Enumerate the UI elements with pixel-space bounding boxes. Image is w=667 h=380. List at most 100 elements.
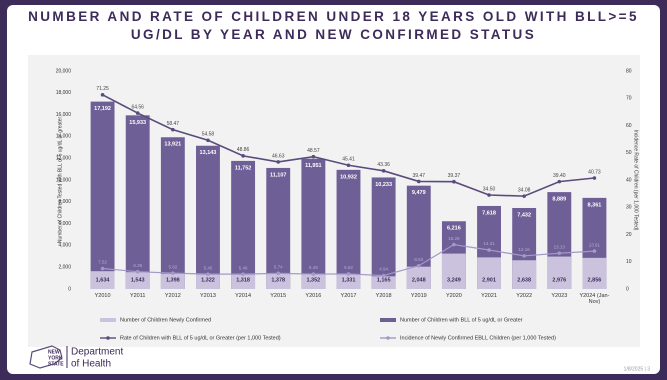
data-label: 9,479 <box>412 190 426 196</box>
x-tick-label: Y2010 <box>94 293 111 299</box>
marker <box>206 138 210 143</box>
y2-tick-label: 10 <box>626 259 632 265</box>
logo-text: Department <box>71 347 123 358</box>
data-label: 48.57 <box>307 148 320 154</box>
data-label: 8.53 <box>414 257 423 262</box>
bar <box>90 101 115 289</box>
marker <box>241 154 245 158</box>
y2-tick-label: 50 <box>626 150 632 156</box>
data-label: 11,752 <box>235 165 252 171</box>
bar <box>160 273 185 289</box>
chart-title: NUMBER AND RATE OF CHILDREN UNDER 18 YEA… <box>28 9 639 42</box>
data-label: 5.74 <box>274 265 283 270</box>
bar <box>266 273 291 289</box>
legend-swatch <box>386 336 390 340</box>
bar <box>441 253 466 289</box>
marker <box>135 111 140 115</box>
bar <box>336 169 361 289</box>
marker <box>100 266 105 271</box>
bar <box>231 160 256 289</box>
data-label: 5.52 <box>344 265 353 270</box>
marker <box>346 272 351 276</box>
marker <box>522 194 526 198</box>
logo-text: NEW <box>48 349 60 355</box>
bar <box>406 185 431 289</box>
data-label: 1,398 <box>166 277 180 283</box>
bar <box>406 266 431 289</box>
data-label: 11,107 <box>270 172 287 178</box>
data-label: 43.36 <box>377 162 390 168</box>
x-tick-label: Y2020 <box>445 293 462 299</box>
data-label: 2,976 <box>552 277 566 283</box>
bar <box>266 167 291 289</box>
logo-text: of Health <box>71 359 111 370</box>
bar <box>512 260 537 289</box>
data-label: 40.73 <box>588 169 601 175</box>
marker <box>171 271 175 275</box>
logo-shape <box>29 345 63 369</box>
bar <box>371 276 396 289</box>
data-label: 7,618 <box>482 210 496 216</box>
marker <box>487 193 491 197</box>
data-label: 1,322 <box>201 277 215 283</box>
marker <box>557 251 562 256</box>
y-tick-label: 10,000 <box>56 177 72 183</box>
y2-tick-label: 30 <box>626 205 632 211</box>
data-label: 8,889 <box>552 197 566 203</box>
data-label: 58.47 <box>167 121 180 127</box>
marker <box>452 242 456 247</box>
data-label: 10,233 <box>375 182 392 188</box>
bar <box>125 272 150 289</box>
bar <box>547 256 572 289</box>
data-label: 13,143 <box>200 150 217 156</box>
data-label: 39.37 <box>448 173 461 179</box>
logo-text: STATE <box>48 361 64 367</box>
legend-swatch <box>380 318 396 322</box>
x-tick-label: Y2021 <box>481 293 497 299</box>
data-label: 2,638 <box>517 277 531 283</box>
marker <box>241 272 245 276</box>
data-label: 34.08 <box>518 187 531 193</box>
bar <box>582 257 607 289</box>
data-label: 17,192 <box>94 106 111 112</box>
legend-label: Rate of Children with BLL of 5 ug/dL or … <box>120 335 281 341</box>
data-label: 6,216 <box>447 226 461 232</box>
y2-tick-label: 70 <box>626 96 632 102</box>
legend-label: Number of Children Newly Confirmed <box>120 317 211 323</box>
data-label: 1,331 <box>342 277 356 283</box>
x-tick-label: Y2011 <box>129 293 146 299</box>
data-label: 1,352 <box>306 277 320 283</box>
y-tick-label: 2,000 <box>58 265 71 271</box>
y2-tick-label: 0 <box>626 286 629 292</box>
data-label: 1,378 <box>271 277 285 283</box>
x-tick-label: Y2012 <box>164 293 181 299</box>
data-label: 64.56 <box>131 104 144 110</box>
data-label: 13.91 <box>589 242 601 247</box>
bar <box>371 177 396 289</box>
data-label: 10,932 <box>340 174 357 180</box>
data-label: 54.58 <box>202 132 215 138</box>
x-tick-label: Y2015 <box>270 293 287 299</box>
bar <box>301 274 326 289</box>
y2-tick-label: 60 <box>626 123 632 129</box>
marker <box>100 93 105 97</box>
y2-axis-title: Incidence Rate of Children (per 1,000 Te… <box>633 130 639 231</box>
marker <box>276 160 281 164</box>
legend-swatch <box>100 318 116 322</box>
data-label: 15,933 <box>129 120 146 126</box>
marker <box>487 248 491 252</box>
data-label: 1,318 <box>236 277 250 283</box>
y-tick-label: 18,000 <box>56 90 72 96</box>
data-label: 7.52 <box>98 260 107 265</box>
marker <box>381 273 386 278</box>
y-tick-label: 8,000 <box>58 199 71 205</box>
logo-text: YORK <box>48 355 63 361</box>
bar <box>196 145 220 289</box>
data-label: 39.47 <box>413 173 426 179</box>
marker <box>276 271 281 276</box>
data-label: 5.82 <box>168 264 177 269</box>
bar <box>90 271 115 289</box>
data-label: 13.13 <box>554 244 566 249</box>
x-tick-label: Y2023 <box>551 293 568 299</box>
